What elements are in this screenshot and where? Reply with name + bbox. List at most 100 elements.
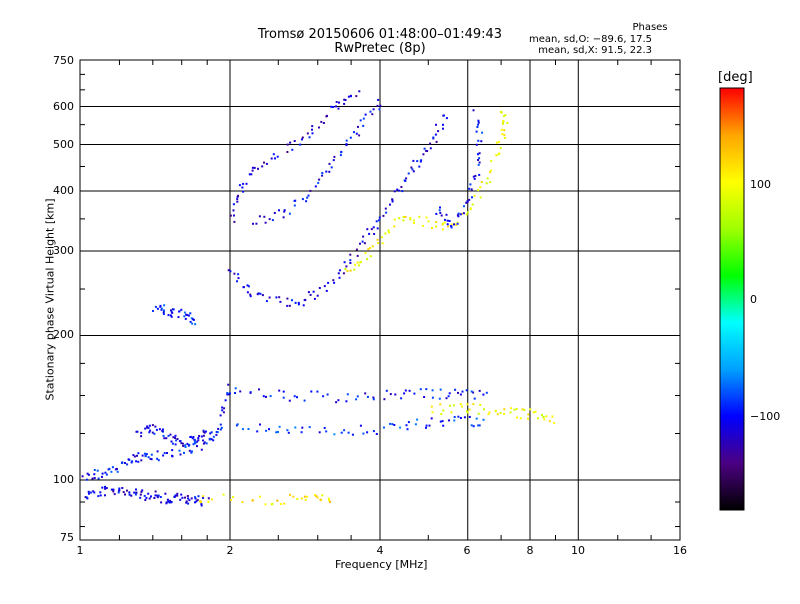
echo-point bbox=[482, 418, 485, 421]
echo-point bbox=[178, 449, 181, 452]
echo-point bbox=[183, 315, 186, 318]
echo-point bbox=[101, 472, 104, 475]
echo-point bbox=[137, 452, 140, 455]
echo-point bbox=[99, 491, 102, 494]
echo-point bbox=[270, 503, 273, 506]
echo-point bbox=[472, 109, 475, 112]
echo-point bbox=[400, 186, 403, 188]
echo-point bbox=[146, 426, 149, 429]
echo-point bbox=[144, 427, 147, 430]
echo-point bbox=[97, 495, 100, 498]
echo-point bbox=[456, 222, 459, 225]
echo-point bbox=[252, 222, 254, 225]
echo-point bbox=[257, 167, 259, 170]
echo-point bbox=[416, 418, 419, 421]
x-tick-label: 8 bbox=[526, 544, 534, 557]
echo-point bbox=[169, 314, 172, 317]
echo-point bbox=[249, 293, 252, 296]
echo-point bbox=[338, 269, 341, 272]
echo-point bbox=[210, 431, 213, 434]
echo-point bbox=[372, 398, 375, 401]
echo-point bbox=[171, 311, 174, 314]
echo-point bbox=[427, 220, 430, 223]
chart-title-line2: RwPretec (8p) bbox=[334, 41, 426, 56]
echo-point bbox=[316, 496, 319, 499]
echo-point bbox=[251, 166, 254, 169]
echo-point bbox=[314, 494, 316, 497]
echo-point bbox=[160, 501, 163, 504]
echo-point bbox=[274, 157, 276, 160]
echo-point bbox=[369, 110, 372, 113]
echo-point bbox=[477, 163, 480, 166]
echo-point bbox=[470, 390, 473, 393]
echo-point bbox=[470, 424, 473, 427]
echo-point bbox=[475, 130, 478, 133]
echo-point bbox=[448, 392, 451, 395]
echo-point bbox=[428, 424, 431, 427]
echo-point bbox=[473, 194, 476, 197]
echo-point bbox=[236, 423, 239, 426]
echo-point bbox=[435, 123, 437, 126]
echo-point bbox=[412, 219, 415, 222]
echo-point bbox=[478, 173, 481, 176]
echo-point bbox=[389, 203, 391, 206]
echo-point bbox=[136, 454, 138, 457]
echo-point bbox=[113, 493, 116, 496]
echo-point bbox=[457, 212, 460, 215]
echo-point bbox=[85, 496, 88, 499]
echo-point bbox=[430, 405, 433, 408]
echo-point bbox=[358, 264, 360, 267]
echo-point bbox=[442, 123, 444, 126]
echo-point bbox=[430, 417, 433, 420]
echo-point bbox=[499, 411, 502, 414]
echo-point bbox=[459, 417, 462, 419]
echo-point bbox=[156, 457, 159, 460]
echo-point bbox=[501, 133, 504, 136]
echo-point bbox=[349, 262, 352, 264]
echo-point bbox=[457, 391, 459, 394]
echo-point bbox=[488, 411, 491, 414]
echo-point bbox=[269, 395, 272, 398]
echo-point bbox=[346, 393, 349, 396]
echo-point bbox=[184, 496, 186, 499]
echo-point bbox=[166, 498, 169, 501]
echo-point bbox=[355, 248, 358, 251]
echo-point bbox=[209, 432, 212, 435]
echo-point bbox=[147, 492, 150, 495]
echo-point bbox=[180, 442, 183, 445]
echo-point bbox=[515, 408, 518, 410]
echo-point bbox=[322, 395, 325, 398]
y-tick-label: 500 bbox=[53, 138, 74, 151]
echo-point bbox=[121, 461, 124, 464]
echo-point bbox=[366, 431, 369, 434]
echo-point bbox=[320, 120, 323, 123]
echo-point bbox=[87, 473, 90, 476]
echo-point bbox=[160, 307, 163, 310]
echo-point bbox=[356, 254, 359, 257]
echo-point bbox=[286, 297, 289, 300]
echo-point bbox=[93, 469, 96, 471]
echo-point bbox=[360, 260, 362, 263]
echo-point bbox=[275, 431, 278, 434]
echo-point bbox=[228, 392, 231, 395]
echo-point bbox=[381, 236, 383, 239]
echo-point bbox=[286, 143, 289, 146]
echo-point bbox=[435, 212, 438, 215]
echo-point bbox=[237, 273, 240, 276]
echo-point bbox=[459, 393, 462, 396]
echo-point bbox=[164, 492, 167, 495]
echo-point bbox=[342, 272, 345, 275]
echo-point bbox=[494, 409, 497, 412]
echo-point bbox=[385, 389, 388, 392]
echo-point bbox=[325, 170, 328, 173]
echo-point bbox=[423, 396, 426, 398]
echo-point bbox=[469, 183, 472, 186]
echo-point bbox=[165, 437, 168, 440]
echo-point bbox=[477, 412, 480, 415]
echo-point bbox=[321, 494, 324, 497]
echo-point bbox=[480, 181, 483, 183]
echo-point bbox=[197, 439, 200, 442]
echo-point bbox=[340, 151, 343, 154]
echo-point bbox=[418, 215, 421, 218]
